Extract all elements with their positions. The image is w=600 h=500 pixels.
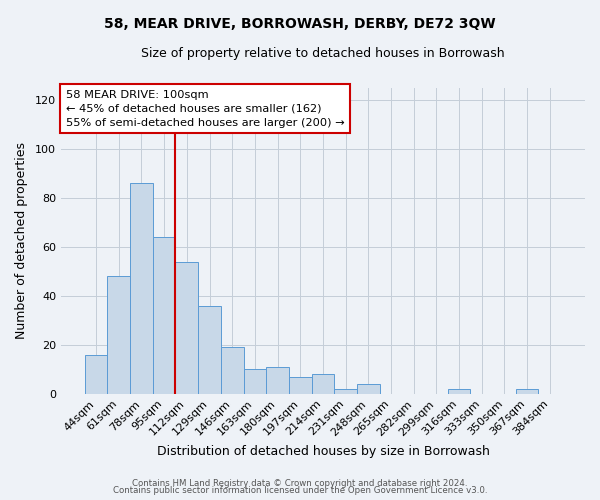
Bar [85, 354, 107, 394]
Bar [107, 276, 130, 394]
Bar [334, 389, 357, 394]
Bar [244, 370, 266, 394]
Bar [357, 384, 380, 394]
X-axis label: Distribution of detached houses by size in Borrowash: Distribution of detached houses by size … [157, 444, 490, 458]
Bar [153, 237, 175, 394]
Text: Contains public sector information licensed under the Open Government Licence v3: Contains public sector information licen… [113, 486, 487, 495]
Bar [516, 389, 538, 394]
Bar [221, 348, 244, 394]
Bar [175, 262, 198, 394]
Text: 58 MEAR DRIVE: 100sqm
← 45% of detached houses are smaller (162)
55% of semi-det: 58 MEAR DRIVE: 100sqm ← 45% of detached … [66, 90, 345, 128]
Bar [130, 184, 153, 394]
Bar [198, 306, 221, 394]
Bar [448, 389, 470, 394]
Text: 58, MEAR DRIVE, BORROWASH, DERBY, DE72 3QW: 58, MEAR DRIVE, BORROWASH, DERBY, DE72 3… [104, 18, 496, 32]
Y-axis label: Number of detached properties: Number of detached properties [15, 142, 28, 340]
Bar [289, 376, 311, 394]
Text: Contains HM Land Registry data © Crown copyright and database right 2024.: Contains HM Land Registry data © Crown c… [132, 478, 468, 488]
Bar [311, 374, 334, 394]
Bar [266, 367, 289, 394]
Title: Size of property relative to detached houses in Borrowash: Size of property relative to detached ho… [141, 48, 505, 60]
